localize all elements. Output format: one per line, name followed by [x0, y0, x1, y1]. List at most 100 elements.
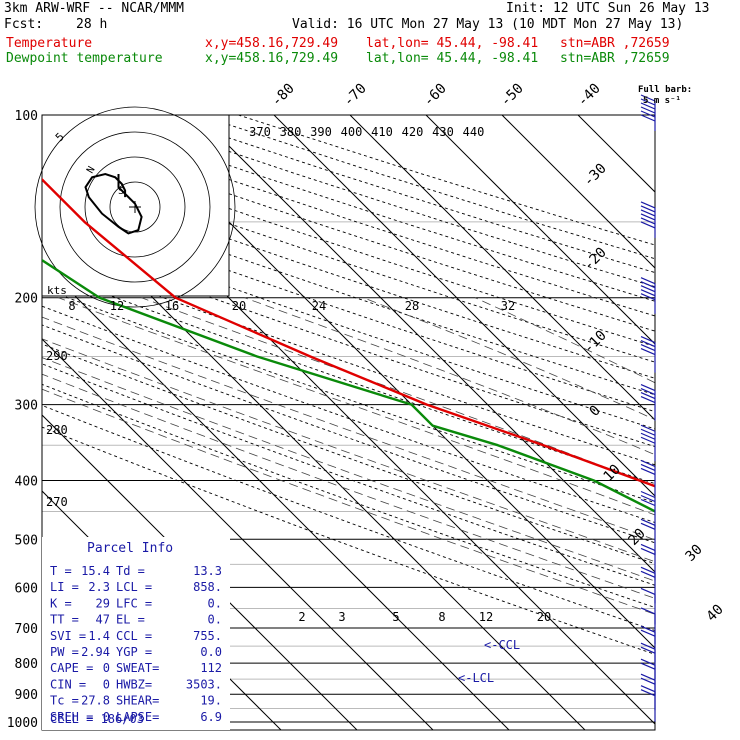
- isotherm-label: -30: [581, 161, 610, 190]
- temp-xy: x,y=458.16,729.49: [205, 36, 339, 51]
- theta-e-label: 410: [371, 125, 393, 139]
- parcel-label: SREH =: [50, 710, 93, 724]
- parcel-label: CCL =: [116, 629, 152, 643]
- parcel-value: 13.3: [193, 564, 222, 578]
- parcel-label: CIN =: [50, 677, 86, 691]
- moist-adiabat: [363, 297, 655, 421]
- hodograph-tick: S: [118, 186, 124, 197]
- isotherm-label: -60: [421, 81, 450, 110]
- wind-barb: [640, 543, 656, 581]
- wind-barb: [640, 335, 656, 373]
- dry-adiabat: [42, 203, 655, 413]
- parcel-label: K =: [50, 596, 72, 610]
- hodograph-speed-label: 32: [501, 299, 515, 313]
- isotherm-label: 10: [601, 462, 624, 485]
- pressure-label: 600: [15, 581, 38, 596]
- isotherm: [730, 115, 740, 735]
- pressure-label: 100: [15, 109, 38, 124]
- parcel-label: CAPE =: [50, 661, 93, 675]
- moist-adiabat: [42, 388, 655, 615]
- dry-adiabat: [159, 115, 655, 274]
- forecast-label: Fcst:: [4, 17, 44, 32]
- dew-latlon: lat,lon= 45.44, -98.41: [366, 51, 539, 66]
- mixing-ratio-label: 3: [338, 610, 345, 624]
- parcel-value: 3503.: [186, 677, 222, 691]
- parcel-label: YGP =: [116, 645, 152, 659]
- dew-station: stn=ABR ,72659: [560, 51, 670, 66]
- parcel-label: HWBZ=: [116, 677, 152, 691]
- hodograph-ring: [84, 156, 186, 258]
- isotherm-label: -20: [581, 245, 610, 274]
- hodograph-ring: [59, 131, 211, 283]
- wind-barb: [640, 566, 656, 604]
- moist-adiabat: [42, 357, 655, 582]
- pressure-label: 700: [15, 622, 38, 637]
- isotherm: [425, 115, 655, 345]
- parcel-value: 0: [103, 677, 110, 691]
- pressure-label: 400: [15, 474, 38, 489]
- moist-adiabat: [42, 373, 655, 599]
- parcel-value: 27.8: [81, 694, 110, 708]
- hodograph-speed-label: 8: [68, 299, 75, 313]
- moist-adiabat: [58, 297, 655, 516]
- theta-label: 270: [46, 495, 68, 509]
- parcel-value: 29: [96, 596, 110, 610]
- parcel-label: EL =: [116, 613, 145, 627]
- parcel-cell: CELL = 186/03: [50, 712, 144, 726]
- parcel-label: LAPSE=: [116, 710, 159, 724]
- parcel-value: 6.9: [200, 710, 222, 724]
- isotherm: [42, 414, 358, 730]
- parcel-label: PW =: [50, 645, 79, 659]
- pressure-label: 900: [15, 688, 38, 703]
- parcel-info-title: Parcel Info: [87, 541, 173, 556]
- plot-frame: [41, 114, 656, 731]
- isotherm-label: -40: [575, 81, 604, 110]
- parcel-value: 1.4: [88, 629, 110, 643]
- lcl-marker: <-LCL: [458, 671, 494, 685]
- theta-label: 290: [46, 349, 68, 363]
- isotherm-label: -50: [498, 81, 527, 110]
- wind-barb: [640, 384, 656, 421]
- parcel-value: 47: [96, 613, 110, 627]
- moist-adiabat: [42, 338, 655, 563]
- isotherm-label: 40: [704, 602, 727, 625]
- dry-adiabat: [42, 324, 655, 544]
- parcel-label: SWEAT=: [116, 661, 159, 675]
- parcel-value: 0: [103, 710, 110, 724]
- parcel-value: 112: [200, 661, 222, 675]
- dry-adiabat: [42, 172, 655, 379]
- hodograph-trace: [84, 172, 143, 235]
- mixing-ratio-label: 8: [438, 610, 445, 624]
- wind-barb: [640, 94, 656, 131]
- isotherm: [501, 115, 655, 269]
- barb-key-line2: 5 m s⁻¹: [643, 96, 681, 106]
- isotherm-label: 30: [683, 542, 706, 565]
- parcel-value: 19.: [200, 694, 222, 708]
- wind-barb: [640, 587, 656, 625]
- hodograph-tick: N: [85, 165, 98, 176]
- mixing-ratio-label: 20: [537, 610, 551, 624]
- barb-key-line1: Full barb:: [638, 85, 692, 95]
- isotherm: [349, 115, 655, 421]
- wind-barb: [640, 459, 656, 497]
- hodograph-speed-label: 28: [405, 299, 419, 313]
- isotherm-label: -80: [269, 81, 298, 110]
- theta-e-label: 380: [280, 125, 302, 139]
- mixing-ratio-label: 5: [392, 610, 399, 624]
- parcel-value: 755.: [193, 629, 222, 643]
- isotherm-label: 20: [626, 526, 649, 549]
- theta-e-label: 370: [249, 125, 271, 139]
- isotherm-label: -70: [341, 81, 370, 110]
- ccl-marker: <-CCL: [484, 638, 520, 652]
- theta-e-label: 440: [463, 125, 485, 139]
- hodograph-speed-label: 12: [110, 299, 124, 313]
- theta-e-label: 430: [432, 125, 454, 139]
- parcel-value: 0: [103, 661, 110, 675]
- isotherm: [273, 115, 655, 497]
- wind-barb: [640, 685, 656, 722]
- parcel-label: LCL =: [116, 580, 152, 594]
- parcel-label: Td =: [116, 564, 145, 578]
- parcel-label: TT =: [50, 613, 79, 627]
